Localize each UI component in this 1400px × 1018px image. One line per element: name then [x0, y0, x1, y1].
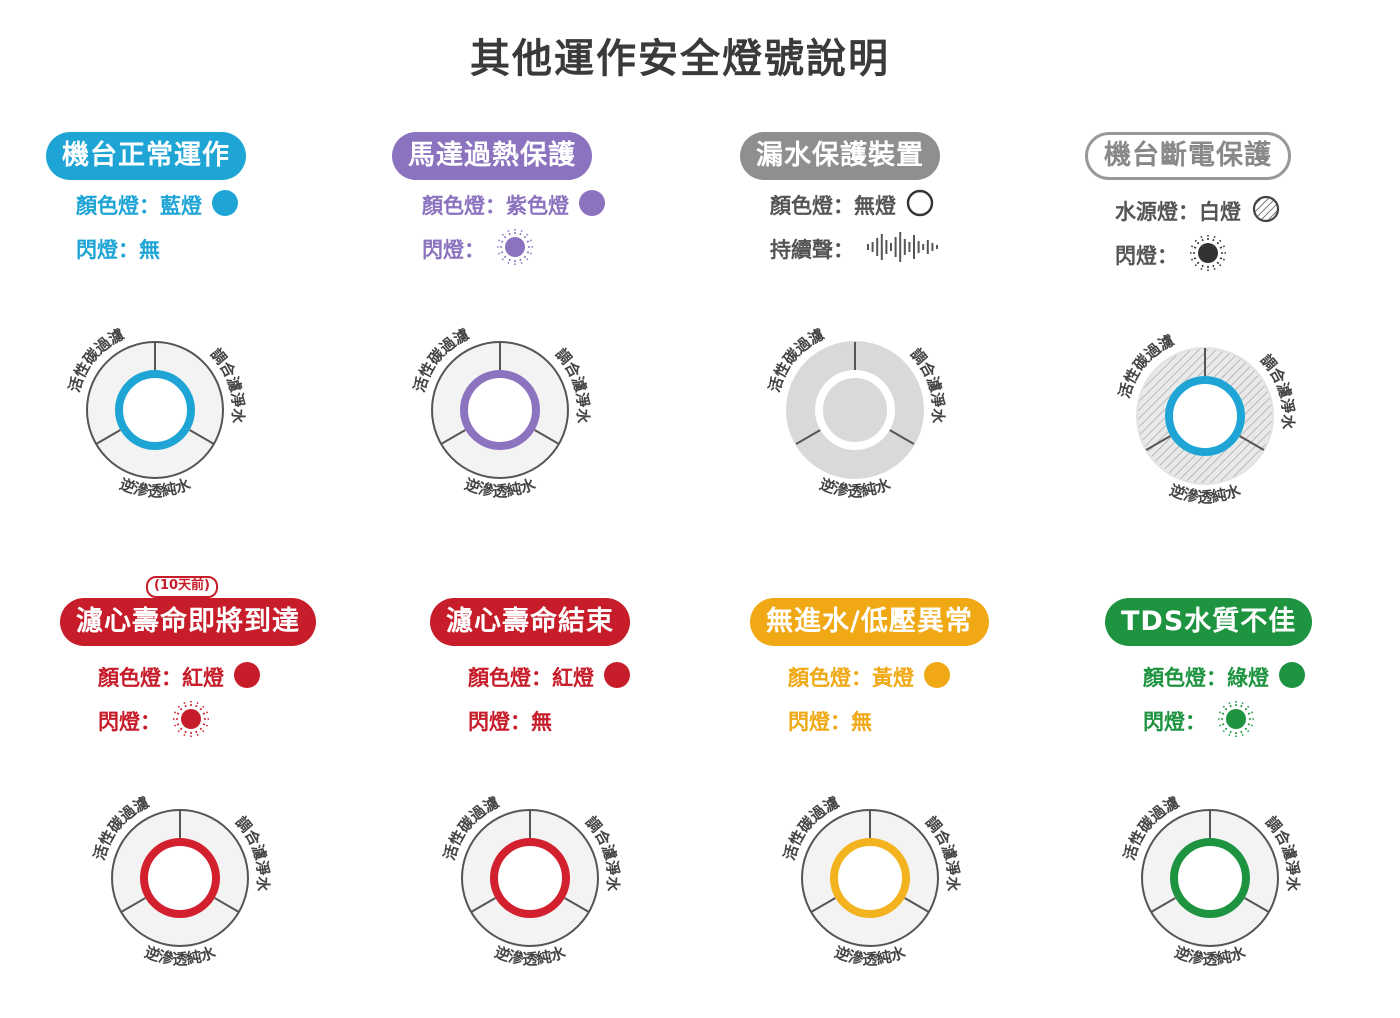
light-color-line: 顏色燈：無燈 [770, 189, 934, 220]
light-color-line: 水源燈：白燈 [1115, 195, 1281, 226]
filter-dial: 活性碳過濾 調合濾淨水 逆滲透純水 [770, 778, 970, 982]
badge-10-days: (10天前) [146, 576, 218, 598]
light-color-text: 顏色燈：紫色燈 [422, 194, 569, 218]
card-machine-normal: 機台正常運作顏色燈：藍燈 閃燈：無活性碳過濾 調合濾淨水 逆滲透純水 [46, 132, 346, 552]
flash-line: 閃燈：無 [76, 234, 160, 264]
flash-line: 閃燈： [422, 228, 535, 265]
light-color-text: 顏色燈：紅燈 [468, 666, 594, 690]
flash-text: 閃燈： [422, 238, 485, 262]
flash-line: 閃燈： [1115, 234, 1228, 271]
status-ring [460, 370, 540, 450]
indicator-dot-icon [234, 661, 260, 688]
flashing-light-icon [497, 228, 533, 265]
indicator-dot-icon [212, 189, 238, 216]
status-pill-no-water-low-pressure: 無進水/低壓異常 [750, 598, 989, 646]
light-color-line: 顏色燈：藍燈 [76, 189, 238, 220]
card-leak-protection: 漏水保護裝置顏色燈：無燈 持續聲： 活性碳過濾 調合濾淨水 逆滲透純水 [740, 132, 1040, 552]
white-light-icon [1252, 195, 1280, 222]
filter-dial: 活性碳過濾 調合濾淨水 逆滲透純水 [755, 310, 955, 514]
flash-text: 閃燈：無 [76, 238, 160, 262]
flash-text: 閃燈： [98, 710, 161, 734]
filter-dial: 活性碳過濾 調合濾淨水 逆滲透純水 [1105, 316, 1305, 520]
light-color-text: 顏色燈：無燈 [770, 194, 896, 218]
status-pill-machine-normal: 機台正常運作 [46, 132, 246, 180]
sound-wave-icon [867, 231, 938, 262]
no-light-icon [906, 189, 934, 216]
flashing-light-icon [173, 700, 209, 737]
indicator-dot-icon [924, 661, 950, 688]
status-ring [490, 838, 570, 918]
filter-dial: 活性碳過濾 調合濾淨水 逆滲透純水 [80, 778, 280, 982]
indicator-dot-icon [1279, 661, 1305, 688]
flash-text: 閃燈： [1115, 244, 1178, 268]
light-color-text: 顏色燈：綠燈 [1143, 666, 1269, 690]
flash-text: 閃燈： [1143, 710, 1206, 734]
status-ring [115, 370, 195, 450]
flash-line: 閃燈： [98, 700, 211, 737]
status-pill-leak-protection: 漏水保護裝置 [740, 132, 940, 180]
card-no-water-low-pressure: 無進水/低壓異常顏色燈：黃燈 閃燈：無活性碳過濾 調合濾淨水 逆滲透純水 [750, 598, 1050, 1018]
card-motor-overheat: 馬達過熱保護顏色燈：紫色燈 閃燈： 活性碳過濾 調合濾淨水 逆滲透純水 [392, 132, 692, 552]
flash-line: 閃燈：無 [788, 706, 872, 736]
filter-dial: 活性碳過濾 調合濾淨水 逆滲透純水 [430, 778, 630, 982]
light-color-text: 顏色燈：紅燈 [98, 666, 224, 690]
status-ring [140, 838, 220, 918]
status-ring [1165, 376, 1245, 456]
status-pill-tds-poor: TDS水質不佳 [1105, 598, 1313, 646]
card-tds-poor: TDS水質不佳顏色燈：綠燈 閃燈： 活性碳過濾 調合濾淨水 逆滲透純水 [1105, 598, 1400, 1018]
flash-line: 閃燈：無 [468, 706, 552, 736]
light-color-line: 顏色燈：黃燈 [788, 661, 950, 692]
light-color-line: 顏色燈：紫色燈 [422, 189, 605, 220]
light-color-line: 顏色燈：紅燈 [468, 661, 630, 692]
indicator-dot-icon [604, 661, 630, 688]
filter-dial: 活性碳過濾 調合濾淨水 逆滲透純水 [55, 310, 255, 514]
status-ring [1170, 838, 1250, 918]
flash-line: 閃燈： [1143, 700, 1256, 737]
status-pill-filter-life-end: 濾心壽命結束 [430, 598, 630, 646]
flash-text: 持續聲： [770, 238, 854, 262]
status-pill-motor-overheat: 馬達過熱保護 [392, 132, 592, 180]
status-pill-filter-life-near-end: 濾心壽命即將到達 [60, 598, 316, 646]
card-filter-life-end: 濾心壽命結束顏色燈：紅燈 閃燈：無活性碳過濾 調合濾淨水 逆滲透純水 [430, 598, 730, 1018]
flashing-light-icon [1190, 234, 1226, 271]
status-ring [830, 838, 910, 918]
status-pill-power-off-protection: 機台斷電保護 [1085, 132, 1291, 180]
light-color-line: 顏色燈：綠燈 [1143, 661, 1305, 692]
light-color-text: 水源燈：白燈 [1115, 200, 1241, 224]
light-color-text: 顏色燈：黃燈 [788, 666, 914, 690]
light-color-text: 顏色燈：藍燈 [76, 194, 202, 218]
card-filter-life-near-end: 濾心壽命即將到達 (10天前) 顏色燈：紅燈 閃燈： 活性碳過濾 調合濾淨水 逆滲透純水 [60, 576, 360, 1018]
filter-dial: 活性碳過濾 調合濾淨水 逆滲透純水 [1110, 778, 1310, 982]
indicator-dot-icon [579, 189, 605, 216]
status-ring [815, 370, 895, 450]
light-color-line: 顏色燈：紅燈 [98, 661, 260, 692]
flash-text: 閃燈：無 [468, 710, 552, 734]
flash-text: 閃燈：無 [788, 710, 872, 734]
flash-line: 持續聲： [770, 231, 944, 264]
filter-dial: 活性碳過濾 調合濾淨水 逆滲透純水 [400, 310, 600, 514]
card-power-off-protection: 機台斷電保護水源燈：白燈 閃燈： 活性碳過濾 調合濾淨水 逆滲透純水 [1085, 132, 1385, 552]
page-title: 其他運作安全燈號說明 [470, 36, 890, 82]
flashing-light-icon [1218, 700, 1254, 737]
